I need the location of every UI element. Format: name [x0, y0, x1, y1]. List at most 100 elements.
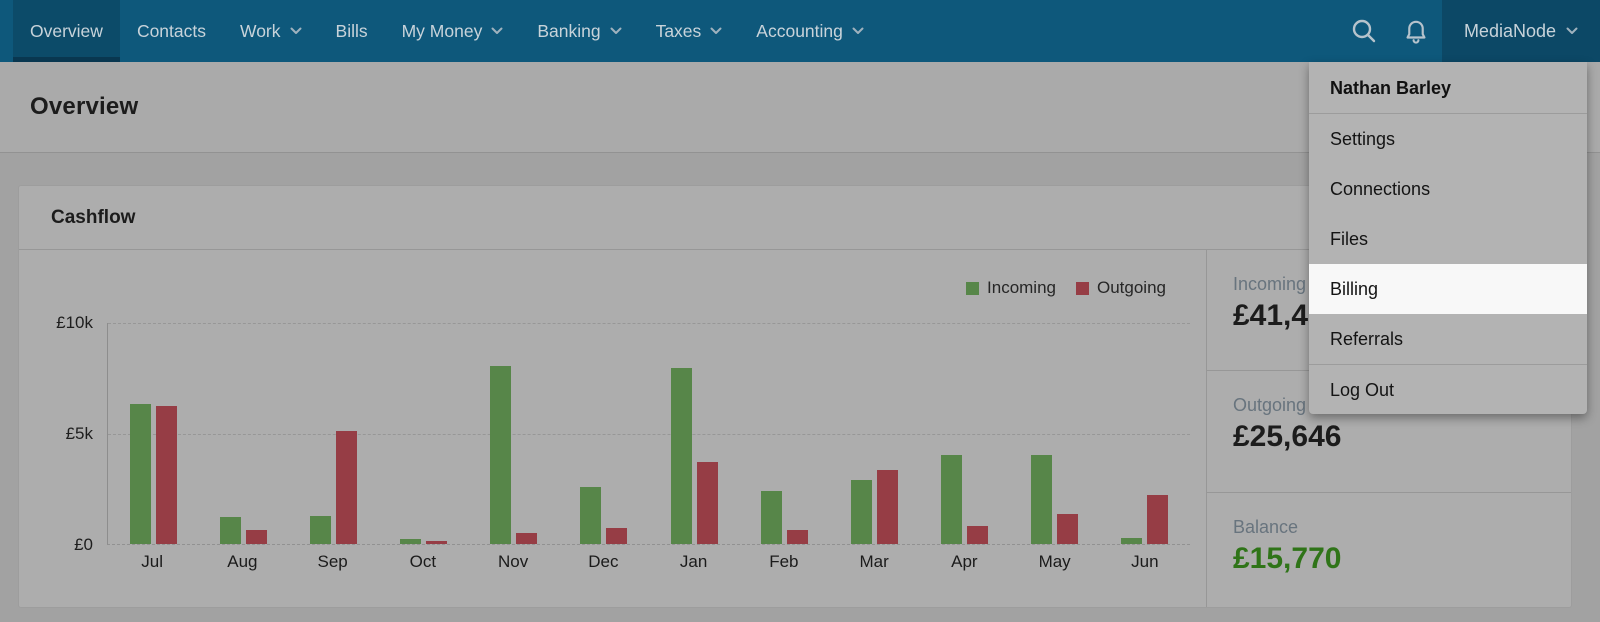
ytick-5k: £5k: [65, 424, 93, 443]
incoming-label: Incoming: [1233, 274, 1307, 294]
bar-group-may: [1010, 323, 1100, 544]
search-button[interactable]: [1338, 0, 1390, 62]
bar-group-jun: [1100, 323, 1190, 544]
outgoing-bar: [967, 526, 989, 544]
chevron-down-icon: [852, 27, 864, 34]
summary-outgoing: Outgoing £25,646: [1207, 371, 1571, 493]
month-label: Nov: [498, 552, 529, 571]
nav-item-accounting[interactable]: Accounting: [739, 0, 881, 62]
month-label: Jul: [141, 552, 163, 571]
outgoing-label: Outgoing: [1233, 395, 1307, 415]
bar-group-dec: [559, 323, 649, 544]
notifications-button[interactable]: [1390, 0, 1442, 62]
bell-icon: [1406, 20, 1426, 44]
legend-incoming-label: Incoming: [987, 278, 1056, 297]
menu-item-log-out[interactable]: Log Out: [1309, 364, 1587, 414]
account-menu-trigger[interactable]: MediaNode: [1441, 0, 1600, 62]
menu-item-billing[interactable]: Billing: [1309, 264, 1587, 314]
incoming-bar: [309, 516, 331, 544]
bar-group-jan: [649, 323, 739, 544]
incoming-bar: [1031, 455, 1053, 544]
menu-item-connections[interactable]: Connections: [1330, 179, 1431, 199]
month-label: Jun: [1131, 552, 1159, 571]
legend-incoming: Incoming: [966, 278, 1056, 298]
nav-item-label: Overview: [30, 20, 103, 41]
nav-item-work[interactable]: Work: [223, 0, 319, 62]
balance-label: Balance: [1233, 517, 1299, 537]
menu-item-referrals[interactable]: Referrals: [1330, 329, 1404, 349]
chart-legend: Incoming Outgoing: [966, 278, 1166, 298]
nav-item-my-money[interactable]: My Money: [385, 0, 521, 62]
bar-group-apr: [920, 323, 1010, 544]
outgoing-bar: [516, 533, 538, 544]
month-label: Mar: [859, 552, 889, 571]
incoming-swatch: [966, 281, 980, 295]
summary-balance: Balance £15,770: [1207, 493, 1571, 607]
nav-item-label: Banking: [537, 20, 601, 41]
month-label: Feb: [769, 552, 799, 571]
incoming-bar: [1121, 538, 1143, 544]
gridline-10k: [108, 323, 1190, 324]
gridline-5k: [108, 434, 1190, 435]
month-label: Aug: [227, 552, 258, 571]
cashflow-summary: Incoming £41,416 Outgoing £25,646 Balanc…: [1207, 250, 1571, 607]
vertical-divider: [1206, 250, 1207, 607]
balance-value: £15,770: [1233, 542, 1342, 575]
bar-group-jul: [108, 323, 198, 544]
nav-items: Overview Contacts Work Bills My Money Banking…: [13, 0, 881, 62]
chevron-down-icon: [610, 27, 622, 34]
page-title: Overview: [30, 93, 139, 120]
nav-item-label: Bills: [335, 20, 368, 41]
user-menu: Nathan Barley Settings Connections Files Bi…: [1309, 62, 1587, 414]
menu-item-files[interactable]: Files: [1330, 229, 1369, 249]
month-label: May: [1038, 552, 1071, 571]
outgoing-swatch: [1076, 281, 1089, 295]
chart-month-labels: Jul Aug Sep Oct Nov Dec Jan Feb Mar Apr May Jun: [107, 552, 1190, 572]
chevron-down-icon: [710, 27, 722, 34]
nav-item-overview[interactable]: Overview: [13, 0, 120, 62]
outgoing-bar: [606, 528, 628, 544]
nav-item-bills[interactable]: Bills: [319, 0, 385, 62]
outgoing-bar: [1147, 495, 1169, 544]
chevron-down-icon: [1566, 27, 1578, 34]
chevron-down-icon: [290, 27, 302, 34]
chevron-down-icon: [491, 27, 503, 34]
incoming-bar: [760, 491, 782, 544]
nav-item-banking[interactable]: Banking: [520, 0, 638, 62]
bar-group-sep: [288, 323, 378, 544]
legend-outgoing-label: Outgoing: [1097, 278, 1166, 297]
outgoing-bar: [786, 530, 808, 544]
nav-item-label: My Money: [401, 20, 483, 41]
top-nav: Overview Contacts Work Bills My Money Banking…: [0, 0, 1600, 62]
incoming-bar: [490, 366, 512, 544]
month-label: Dec: [588, 552, 619, 571]
bar-group-mar: [829, 323, 919, 544]
outgoing-bar: [696, 462, 718, 544]
outgoing-bar: [426, 541, 448, 544]
outgoing-bar: [335, 431, 357, 544]
nav-right: MediaNode: [1338, 0, 1600, 62]
outgoing-value: £25,646: [1233, 420, 1342, 453]
incoming-bar: [400, 539, 422, 544]
month-label: Oct: [409, 552, 437, 571]
card-header: Cashflow: [19, 186, 1571, 250]
month-label: Apr: [951, 552, 978, 571]
bar-group-nov: [469, 323, 559, 544]
search-icon: [1352, 19, 1376, 43]
incoming-bar: [580, 487, 602, 544]
card-body: Incoming Outgoing £10k £5k £0 Jul Aug Sep O…: [19, 250, 1571, 607]
outgoing-bar: [1057, 514, 1079, 544]
bar-group-feb: [739, 323, 829, 544]
card-title: Cashflow: [51, 206, 136, 228]
outgoing-bar: [155, 406, 177, 544]
nav-item-label: Taxes: [655, 20, 702, 41]
menu-item-settings[interactable]: Settings: [1330, 129, 1396, 149]
nav-item-taxes[interactable]: Taxes: [639, 0, 740, 62]
ytick-0: £0: [74, 535, 93, 554]
nav-item-contacts[interactable]: Contacts: [120, 0, 223, 62]
bar-group-aug: [198, 323, 288, 544]
chart-plot: [107, 323, 1190, 545]
incoming-bar: [129, 404, 151, 544]
user-name: Nathan Barley: [1309, 62, 1587, 114]
outgoing-bar: [876, 470, 898, 544]
